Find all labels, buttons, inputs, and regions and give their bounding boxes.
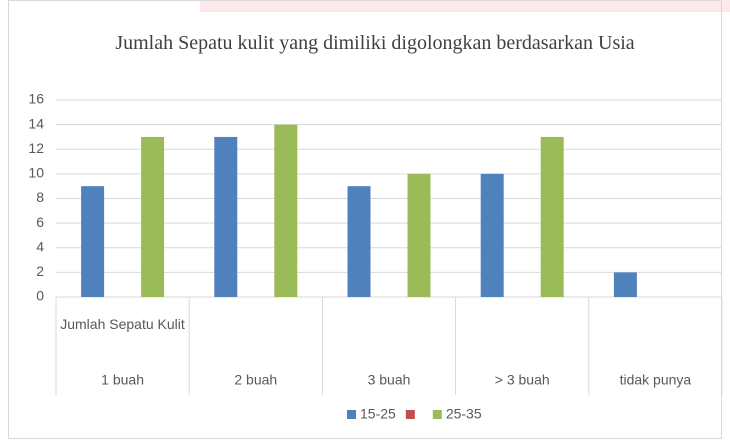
legend-swatch — [347, 410, 356, 419]
legend-label: 25-35 — [446, 406, 482, 422]
legend-label: 15-25 — [360, 406, 396, 422]
y-tick-label: 0 — [36, 288, 44, 304]
legend-swatch — [432, 410, 442, 419]
y-tick-label: 4 — [36, 238, 44, 254]
bar — [613, 272, 637, 297]
x-tick-label: 3 buah — [368, 372, 411, 388]
y-tick-label: 2 — [36, 263, 44, 279]
y-tick-label: 10 — [28, 165, 44, 181]
x-tick-label: > 3 buah — [495, 372, 550, 388]
y-tick-label: 14 — [28, 115, 44, 131]
y-tick-label: 12 — [28, 140, 44, 156]
x-tick-label: 1 buah — [101, 372, 144, 388]
y-tick-label: 8 — [36, 189, 44, 205]
x-tick-label: 2 buah — [234, 372, 277, 388]
x-tick-label: tidak punya — [620, 372, 692, 388]
bar — [480, 173, 504, 297]
background-band — [200, 0, 730, 12]
bar — [81, 186, 105, 297]
bar — [347, 186, 371, 297]
chart-border — [8, 0, 722, 439]
bar — [274, 124, 298, 297]
y-tick-label: 16 — [28, 91, 44, 107]
category-group-label: Jumlah Sepatu Kulit — [60, 316, 185, 332]
bar — [407, 173, 431, 297]
legend-swatch — [405, 410, 415, 419]
bar — [214, 136, 238, 297]
bar — [141, 136, 165, 297]
y-tick-label: 6 — [36, 214, 44, 230]
chart-title: Jumlah Sepatu kulit yang dimiliki digolo… — [115, 32, 635, 54]
bar — [540, 136, 564, 297]
